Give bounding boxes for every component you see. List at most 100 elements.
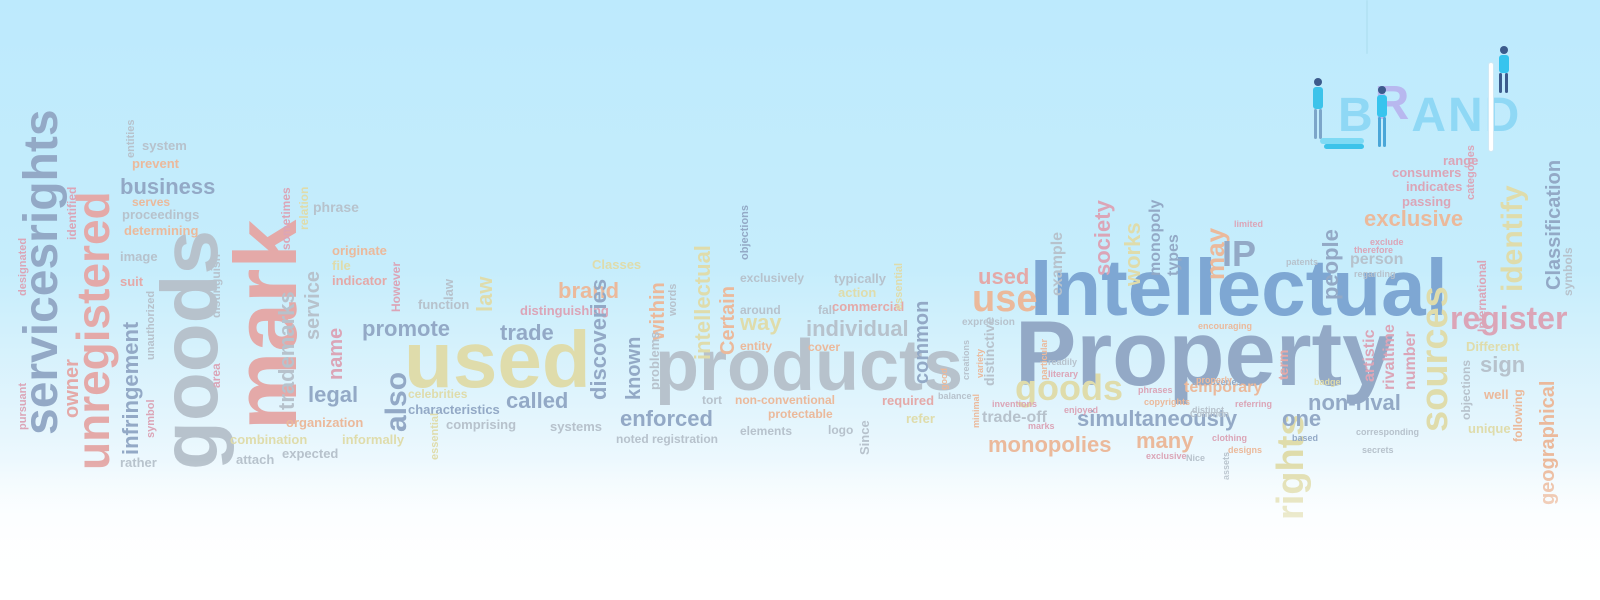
word: following — [1511, 389, 1525, 442]
word: indicates — [1406, 179, 1463, 194]
word: clothing — [1212, 433, 1247, 443]
word: prevent — [132, 156, 179, 171]
word: essential — [893, 262, 905, 310]
word: owner — [61, 359, 83, 418]
word: function — [418, 297, 470, 312]
word: person — [1350, 251, 1404, 268]
word: designs — [1228, 445, 1263, 455]
word: trade — [500, 320, 554, 345]
word: trade-off — [982, 409, 1047, 426]
word: good — [939, 368, 949, 390]
word: system — [142, 138, 187, 153]
word: image — [120, 249, 158, 264]
word: minimal — [971, 393, 981, 428]
word: pursuant — [17, 382, 29, 430]
word: objections — [1459, 359, 1473, 420]
word: encouraging — [1198, 321, 1253, 331]
word: fall — [818, 303, 836, 317]
word: combination — [230, 432, 308, 447]
word: phrase — [313, 199, 359, 215]
word: discoveries — [586, 278, 611, 400]
word: identify — [1496, 185, 1529, 292]
word: inventions — [992, 399, 1038, 409]
word: IP — [1222, 233, 1257, 274]
word: comprising — [446, 417, 517, 432]
word: symbols — [1561, 247, 1575, 296]
word: trademarks — [274, 291, 299, 410]
hanging-line — [1366, 0, 1368, 54]
word: well — [1484, 387, 1509, 402]
word: logo — [828, 423, 854, 437]
word: badge — [1314, 377, 1341, 387]
word: serves — [132, 195, 171, 209]
word: discoveries — [1192, 377, 1242, 387]
word: consumers — [1392, 165, 1462, 180]
word: exclusively — [740, 271, 805, 285]
word: referring — [1235, 399, 1273, 409]
word: area — [209, 363, 223, 388]
word: enjoyed — [1064, 405, 1099, 415]
word: originate — [332, 243, 387, 258]
word: indicator — [332, 273, 387, 288]
word: However — [389, 261, 403, 312]
word: exclude — [1370, 237, 1404, 247]
word: Since — [857, 420, 872, 455]
word: distinguish — [209, 254, 223, 318]
person-figure — [1374, 86, 1390, 156]
word: simultaneously — [1077, 406, 1238, 431]
word: many — [1136, 428, 1194, 453]
word: sign — [1480, 352, 1526, 377]
word: cover — [808, 340, 841, 354]
word: sources — [1414, 286, 1456, 432]
brand-illustration: BRAND BRAND — [1310, 0, 1550, 160]
word: non-conventional — [735, 393, 835, 407]
word: limited — [1234, 219, 1264, 229]
word: use — [972, 278, 1038, 320]
word: legal — [308, 382, 359, 407]
word: unauthorized — [145, 290, 157, 360]
word: determining — [124, 223, 199, 238]
word: suit — [120, 274, 144, 289]
word: distinct — [1192, 405, 1225, 415]
word: International — [1475, 259, 1489, 332]
word: goods — [1015, 367, 1123, 408]
word: attach — [236, 452, 275, 467]
word: passing — [1402, 194, 1452, 209]
word: entities — [125, 119, 137, 158]
word: symbol — [145, 399, 157, 438]
word: problems — [647, 331, 662, 390]
book-stack — [1320, 138, 1364, 144]
word: entity — [740, 339, 773, 353]
word: individual — [806, 316, 909, 341]
word: register — [1450, 300, 1568, 336]
word: service — [302, 271, 324, 340]
word: organization — [286, 415, 364, 430]
word: temporary — [1184, 379, 1263, 396]
word: term — [1275, 349, 1291, 380]
word: known — [623, 336, 645, 400]
word: creations — [961, 339, 971, 380]
word: words — [667, 283, 679, 316]
word: file — [332, 258, 351, 273]
word: way — [740, 310, 782, 335]
word: range — [1443, 153, 1479, 168]
word: regarding — [1354, 269, 1396, 279]
book-stack — [1324, 144, 1364, 149]
word: expression — [962, 317, 1015, 328]
word: Property — [1015, 303, 1394, 405]
person-figure — [1496, 46, 1512, 106]
word: expected — [282, 446, 339, 461]
word: corresponding — [1356, 427, 1420, 437]
word: used — [404, 315, 591, 404]
word: based — [1292, 433, 1319, 443]
word: promote — [362, 316, 450, 341]
word: balance — [938, 391, 972, 401]
word: patents — [1286, 257, 1319, 267]
word: sometimes — [279, 187, 293, 250]
word: marks — [1028, 421, 1055, 431]
word: Nice — [1186, 453, 1206, 463]
word: informally — [342, 432, 405, 447]
word: secrets — [1362, 445, 1394, 455]
word: typically — [834, 271, 887, 286]
